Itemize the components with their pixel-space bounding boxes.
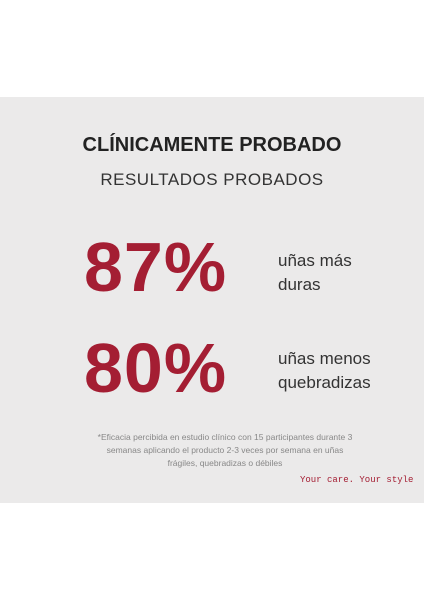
title: CLÍNICAMENTE PROBADO xyxy=(82,134,342,156)
tagline: Your care. Your style xyxy=(300,475,414,485)
stat-value: 80% xyxy=(84,329,228,407)
stat-label-line: quebradizas xyxy=(278,373,371,392)
stat-label: uñas menos quebradizas xyxy=(278,347,371,395)
footnote-line: semanas aplicando el producto 2-3 veces … xyxy=(106,445,344,455)
stat-label-line: duras xyxy=(278,275,321,294)
footnote: *Eficacia percibida en estudio clínico c… xyxy=(0,431,424,470)
footnote-line: frágiles, quebradizas o débiles xyxy=(167,458,283,468)
stat-label-line: uñas menos xyxy=(278,349,371,368)
stat-value: 87% xyxy=(84,228,228,306)
stat-label-line: uñas más xyxy=(278,251,352,270)
subtitle: RESULTADOS PROBADOS xyxy=(100,170,324,189)
footnote-line: *Eficacia percibida en estudio clínico c… xyxy=(97,432,353,442)
panel xyxy=(0,97,424,503)
stat-label: uñas más duras xyxy=(278,249,352,297)
